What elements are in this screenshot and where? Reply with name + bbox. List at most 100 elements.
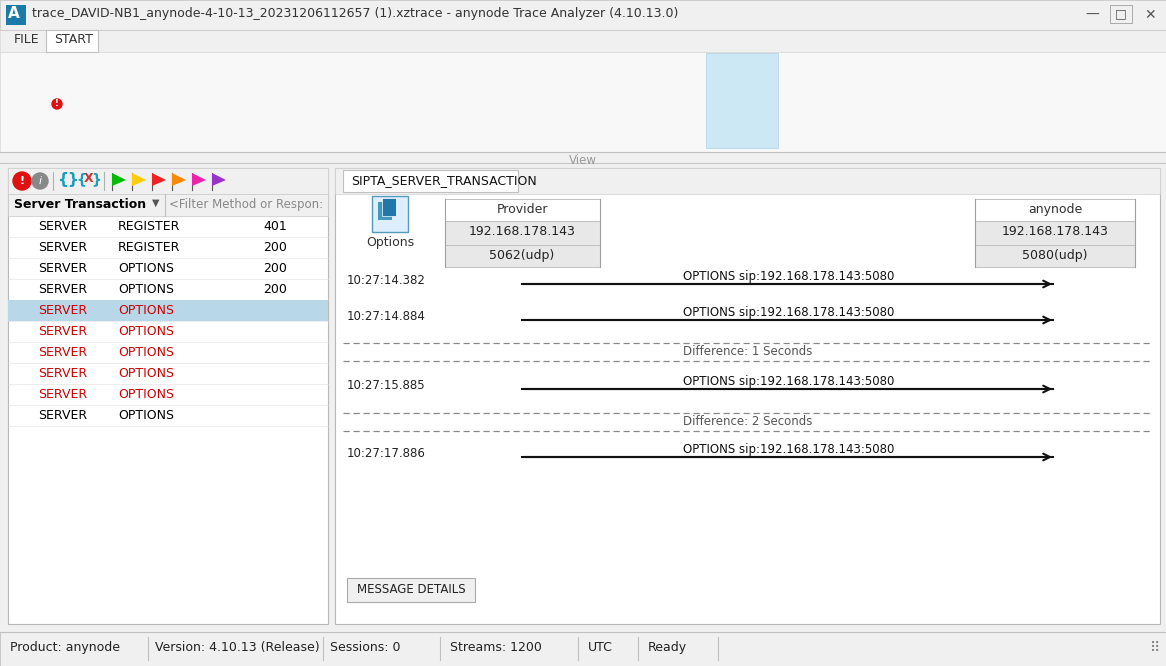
Text: SERVER: SERVER xyxy=(38,346,87,359)
Text: REGISTER: REGISTER xyxy=(118,241,181,254)
Text: OPTIONS: OPTIONS xyxy=(118,409,174,422)
Bar xyxy=(445,199,600,221)
Text: i: i xyxy=(38,176,42,186)
Text: trace_DAVID-NB1_anynode-4-10-13_20231206112657 (1).xztrace - anynode Trace Analy: trace_DAVID-NB1_anynode-4-10-13_20231206… xyxy=(31,7,679,20)
Bar xyxy=(372,196,408,232)
Polygon shape xyxy=(152,173,166,186)
Text: Provider: Provider xyxy=(497,203,548,216)
Text: }: } xyxy=(91,172,101,186)
Text: Streams: 1200: Streams: 1200 xyxy=(450,641,542,654)
Text: !: ! xyxy=(55,99,59,109)
Text: SERVER: SERVER xyxy=(38,262,87,275)
Text: Server Transaction: Server Transaction xyxy=(14,198,146,211)
Bar xyxy=(347,578,475,602)
Bar xyxy=(8,300,328,321)
Text: View: View xyxy=(569,154,597,167)
Text: OPTIONS: OPTIONS xyxy=(118,367,174,380)
Polygon shape xyxy=(563,83,568,88)
Text: UTC: UTC xyxy=(588,641,613,654)
Text: SERVER: SERVER xyxy=(38,367,87,380)
Bar xyxy=(705,53,778,148)
Text: Difference: 2 Seconds: Difference: 2 Seconds xyxy=(683,415,813,428)
Text: A: A xyxy=(8,6,20,21)
Circle shape xyxy=(34,81,62,109)
Text: OPTIONS sip:192.168.178.143:5080: OPTIONS sip:192.168.178.143:5080 xyxy=(683,306,894,319)
Text: OPTIONS: OPTIONS xyxy=(118,262,174,275)
Bar xyxy=(8,168,328,194)
Text: Sessions: Sessions xyxy=(450,118,501,131)
Text: OPTIONS: OPTIONS xyxy=(118,304,174,317)
Text: Ready: Ready xyxy=(648,641,687,654)
Bar xyxy=(8,194,328,216)
Polygon shape xyxy=(824,83,829,88)
Polygon shape xyxy=(112,173,126,186)
Polygon shape xyxy=(398,83,403,88)
Text: X: X xyxy=(84,172,93,185)
Polygon shape xyxy=(192,173,206,186)
Bar xyxy=(378,202,392,220)
Text: —: — xyxy=(1086,8,1098,22)
Bar xyxy=(1110,5,1132,23)
Polygon shape xyxy=(468,83,485,107)
Text: START: START xyxy=(54,33,93,46)
Text: Registration: Registration xyxy=(185,118,257,131)
Text: Version: 4.10.13 (Release): Version: 4.10.13 (Release) xyxy=(155,641,319,654)
Bar xyxy=(0,0,1166,30)
Text: <Filter Method or Respon:: <Filter Method or Respon: xyxy=(169,198,323,211)
Text: MESSAGE DETAILS: MESSAGE DETAILS xyxy=(357,583,465,596)
Text: 200: 200 xyxy=(264,283,287,296)
Bar xyxy=(0,632,1166,666)
Text: Objects: Objects xyxy=(619,118,665,131)
Text: OPTIONS sip:192.168.178.143:5080: OPTIONS sip:192.168.178.143:5080 xyxy=(683,270,894,283)
Polygon shape xyxy=(646,83,651,88)
Text: Transactions: Transactions xyxy=(689,118,773,131)
Bar xyxy=(8,168,328,624)
Text: OPTIONS: OPTIONS xyxy=(118,325,174,338)
Polygon shape xyxy=(173,173,187,186)
Bar xyxy=(335,168,1160,194)
Text: {}: {} xyxy=(57,172,79,187)
Text: FILE: FILE xyxy=(14,33,40,46)
Circle shape xyxy=(40,87,56,103)
Text: □: □ xyxy=(1115,7,1126,21)
Text: ⠿: ⠿ xyxy=(1150,641,1160,655)
Text: OPTIONS: OPTIONS xyxy=(118,346,174,359)
Text: OPTIONS sip:192.168.178.143:5080: OPTIONS sip:192.168.178.143:5080 xyxy=(683,443,894,456)
Bar xyxy=(445,245,600,267)
Text: SIPTA_SERVER_TRANSACTION: SIPTA_SERVER_TRANSACTION xyxy=(351,174,536,187)
Text: SERVER: SERVER xyxy=(38,241,87,254)
Text: Sessions: 0: Sessions: 0 xyxy=(330,641,400,654)
Text: 5062(udp): 5062(udp) xyxy=(490,249,555,262)
Text: SERVER: SERVER xyxy=(38,304,87,317)
Text: OPTIONS sip:192.168.178.143:5080: OPTIONS sip:192.168.178.143:5080 xyxy=(683,375,894,388)
Text: MWI: MWI xyxy=(295,118,321,131)
Bar xyxy=(445,221,600,245)
Text: Options: Options xyxy=(366,236,414,249)
Polygon shape xyxy=(633,83,651,107)
Text: Streams: Streams xyxy=(795,118,844,131)
Bar xyxy=(45,30,98,52)
Polygon shape xyxy=(550,83,568,107)
Text: 10:27:14.884: 10:27:14.884 xyxy=(347,310,426,323)
Text: OPTIONS: OPTIONS xyxy=(118,388,174,401)
Polygon shape xyxy=(212,83,230,107)
Text: System: System xyxy=(26,118,70,131)
Text: ▼: ▼ xyxy=(152,198,160,208)
Bar xyxy=(335,168,1160,624)
Text: OPTIONS: OPTIONS xyxy=(118,283,174,296)
Polygon shape xyxy=(225,83,230,88)
Text: 10:27:17.886: 10:27:17.886 xyxy=(347,447,426,460)
Text: Details: Details xyxy=(539,118,580,131)
Text: 10:27:15.885: 10:27:15.885 xyxy=(347,379,426,392)
Circle shape xyxy=(52,99,62,109)
Bar xyxy=(975,221,1135,245)
Text: 192.168.178.143: 192.168.178.143 xyxy=(469,225,576,238)
Circle shape xyxy=(717,81,745,109)
Text: REGISTER: REGISTER xyxy=(118,220,181,233)
Circle shape xyxy=(13,172,31,190)
Bar xyxy=(975,245,1135,267)
Bar xyxy=(975,199,1135,221)
Text: SERVER: SERVER xyxy=(38,409,87,422)
Polygon shape xyxy=(385,83,403,107)
Text: SERVER: SERVER xyxy=(38,220,87,233)
